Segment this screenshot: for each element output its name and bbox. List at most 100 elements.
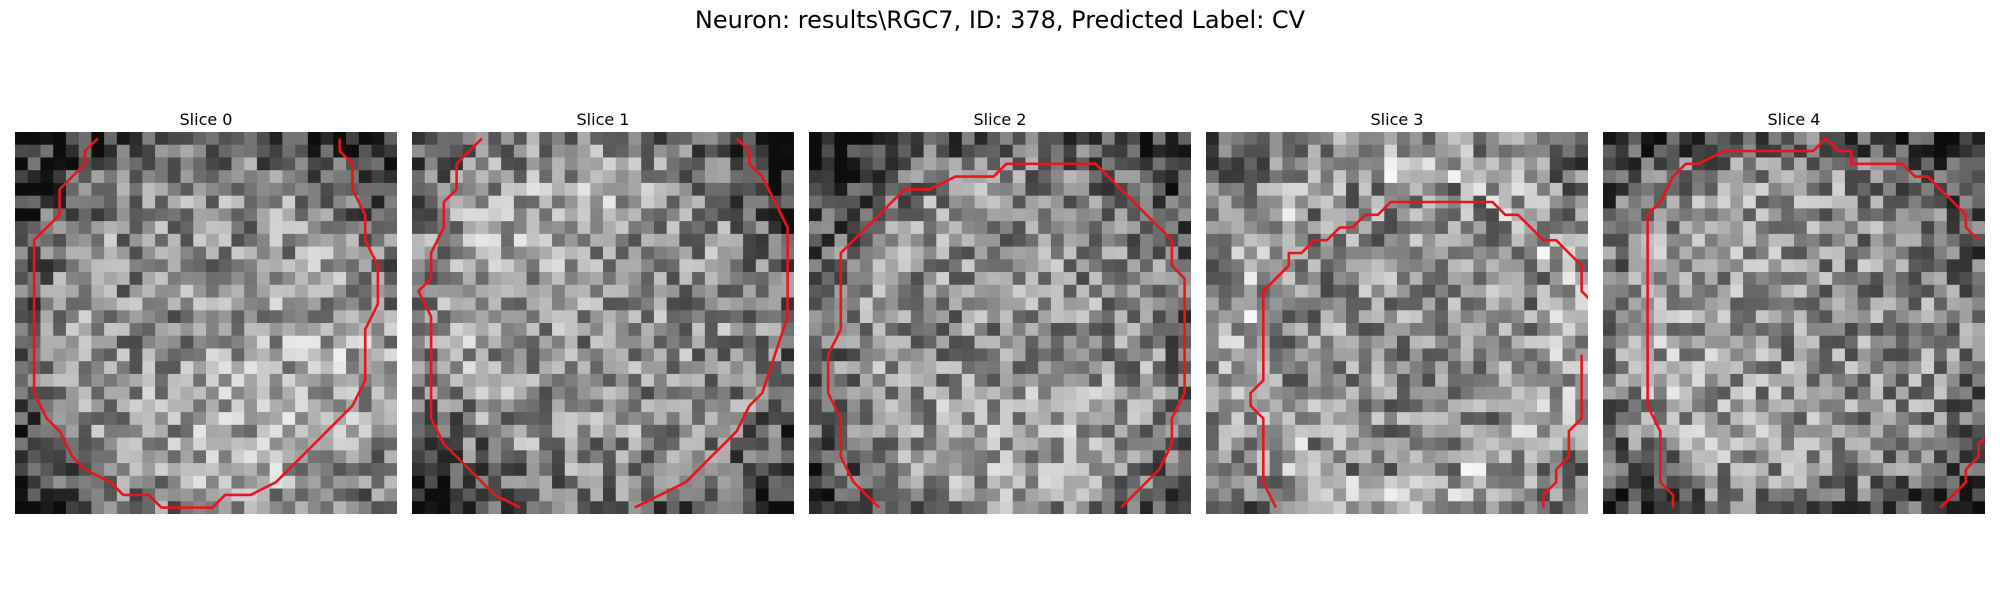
pixel-cell (1397, 323, 1411, 337)
pixel-cell (1269, 450, 1283, 464)
pixel-cell (641, 475, 655, 490)
pixel-cell (539, 297, 553, 311)
pixel-cell (1934, 323, 1948, 337)
pixel-cell (256, 450, 271, 464)
pixel-cell (1320, 386, 1334, 400)
pixel-cell (78, 361, 92, 375)
pixel-cell (1307, 259, 1322, 273)
pixel-cell (1575, 157, 1588, 171)
pixel-cell (256, 323, 271, 337)
pixel-cell (1152, 361, 1167, 375)
pixel-cell (1921, 437, 1935, 451)
pixel-cell (1307, 195, 1322, 209)
pixel-cell (450, 335, 464, 350)
pixel-cell (1794, 297, 1808, 311)
pixel-cell (1460, 132, 1474, 146)
pixel-cell (1269, 297, 1283, 311)
pixel-cell (1140, 463, 1154, 477)
pixel-cell (1628, 463, 1642, 477)
pixel-cell (155, 335, 169, 350)
pixel-cell (961, 272, 976, 286)
pixel-cell (307, 501, 322, 514)
pixel-cell (974, 310, 988, 324)
pixel-cell (1666, 208, 1680, 222)
pixel-cell (1511, 233, 1525, 248)
pixel-cell (1524, 157, 1538, 171)
pixel-cell (615, 323, 630, 337)
pixel-cell (1717, 195, 1731, 209)
pixel-cell (218, 284, 233, 299)
pixel-cell (949, 488, 963, 502)
pixel-cell (1549, 373, 1564, 388)
pixel-cell (1206, 475, 1220, 490)
pixel-cell (1178, 463, 1191, 477)
pixel-cell (180, 437, 194, 451)
pixel-cell (1562, 373, 1576, 388)
pixel-cell (218, 450, 233, 464)
pixel-cell (104, 501, 118, 514)
pixel-cell (1959, 361, 1973, 375)
pixel-cell (1946, 272, 1961, 286)
pixel-cell (1575, 323, 1588, 337)
pixel-cell (1218, 335, 1233, 350)
pixel-cell (104, 208, 118, 222)
pixel-cell (333, 335, 347, 350)
pixel-cell (781, 335, 794, 350)
pixel-cell (333, 157, 347, 171)
pixel-cell (910, 233, 925, 248)
pixel-cell (1870, 195, 1884, 209)
pixel-cell (282, 412, 296, 426)
pixel-cell (193, 412, 207, 426)
pixel-cell (1218, 450, 1233, 464)
pixel-cell (1844, 259, 1859, 273)
pixel-cell (1794, 373, 1808, 388)
pixel-cell (1755, 450, 1770, 464)
pixel-cell (450, 488, 464, 502)
pixel-cell (1498, 221, 1513, 235)
pixel-cell (1371, 424, 1385, 439)
pixel-cell (1653, 259, 1668, 273)
pixel-cell (1615, 463, 1630, 477)
pixel-cell (1806, 501, 1821, 514)
pixel-cell (1486, 297, 1500, 311)
pixel-cell (269, 170, 283, 184)
pixel-cell (1384, 488, 1398, 502)
pixel-cell (1152, 323, 1167, 337)
pixel-cell (1934, 246, 1948, 260)
pixel-cell (717, 132, 731, 146)
pixel-cell (1946, 412, 1961, 426)
pixel-cell (1397, 284, 1411, 299)
pixel-cell (526, 157, 540, 171)
pixel-cell (1206, 221, 1220, 235)
pixel-cell (577, 195, 591, 209)
pixel-cell (910, 437, 925, 451)
pixel-cell (91, 323, 105, 337)
pixel-cell (1282, 386, 1296, 400)
pixel-cell (1000, 399, 1014, 413)
pixel-cell (1435, 221, 1449, 235)
pixel-cell (1422, 361, 1436, 375)
pixel-cell (218, 437, 233, 451)
pixel-cell (1435, 373, 1449, 388)
pixel-cell (53, 284, 67, 299)
pixel-cell (1025, 373, 1039, 388)
pixel-cell (91, 501, 105, 514)
pixel-cell (1486, 373, 1500, 388)
pixel-cell (358, 424, 373, 439)
pixel-cell (1857, 463, 1871, 477)
pixel-cell (923, 399, 937, 413)
pixel-cell (269, 233, 283, 248)
pixel-cell (692, 323, 706, 337)
pixel-cell (104, 323, 118, 337)
pixel-cell (1883, 170, 1897, 184)
pixel-cell (384, 323, 397, 337)
pixel-cell (730, 450, 744, 464)
pixel-cell (1511, 386, 1525, 400)
pixel-cell (1358, 437, 1373, 451)
pixel-cell (1460, 475, 1474, 490)
pixel-cell (1575, 463, 1588, 477)
pixel-cell (180, 361, 194, 375)
pixel-cell (1524, 272, 1538, 286)
pixel-cell (743, 361, 757, 375)
pixel-cell (577, 221, 591, 235)
